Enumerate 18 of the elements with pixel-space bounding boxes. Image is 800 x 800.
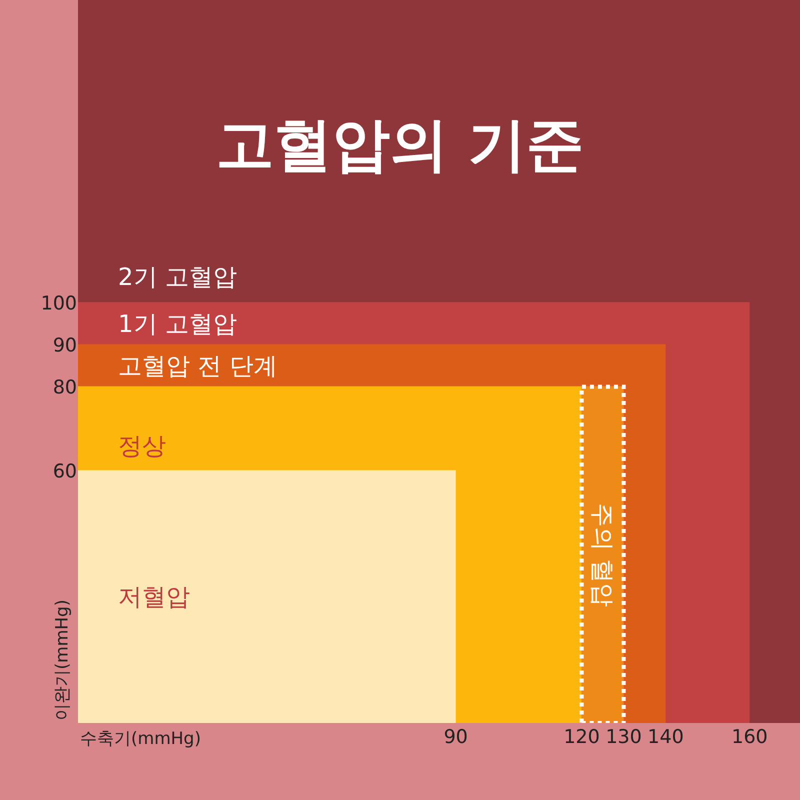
y-tick-label: 90 bbox=[52, 334, 77, 356]
y-axis-title: 이완기(mmHg) bbox=[52, 600, 72, 720]
y-tick-label: 100 bbox=[40, 292, 77, 314]
x-tick-label: 130 bbox=[606, 726, 642, 748]
y-tick-label: 60 bbox=[52, 460, 77, 482]
x-tick-label: 140 bbox=[648, 726, 684, 748]
series-label: 1기 고혈압 bbox=[118, 310, 237, 338]
series-label: 2기 고혈압 bbox=[118, 263, 237, 291]
x-axis-title: 수축기(mmHg) bbox=[80, 729, 201, 749]
series-label: 저혈압 bbox=[118, 583, 190, 611]
y-tick-label: 80 bbox=[52, 376, 77, 398]
series-label: 주의 혈압 bbox=[588, 503, 617, 607]
x-tick-label: 90 bbox=[444, 726, 468, 748]
text: 고혈압의 기준 bbox=[216, 110, 584, 178]
x-tick-label: 120 bbox=[564, 726, 600, 748]
x-tick-label: 160 bbox=[731, 726, 768, 748]
series-label: 정상 bbox=[118, 432, 166, 460]
series-label: 고혈압 전 단계 bbox=[118, 352, 278, 380]
